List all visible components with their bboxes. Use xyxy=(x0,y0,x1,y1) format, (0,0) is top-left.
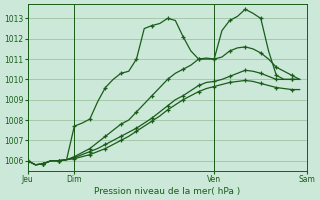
X-axis label: Pression niveau de la mer( hPa ): Pression niveau de la mer( hPa ) xyxy=(94,187,241,196)
